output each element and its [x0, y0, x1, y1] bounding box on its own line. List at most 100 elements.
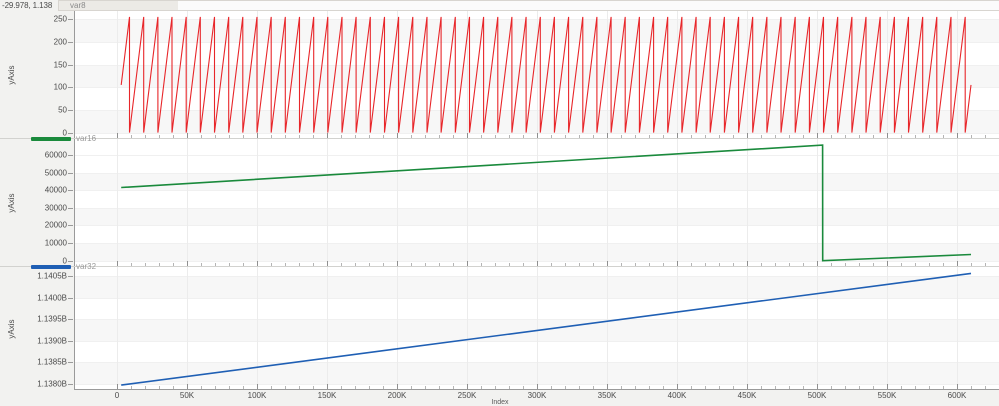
x-tick-mark	[159, 386, 160, 390]
x-tick-mark	[887, 384, 888, 390]
chart-panel-var32[interactable]: var32 yAxis 1.1380B 1.1385B 1.1390B 1.1395B…	[0, 262, 999, 406]
x-tick-mark	[607, 384, 608, 390]
plot-area-var8[interactable]	[75, 11, 999, 139]
x-tick-mark	[971, 263, 972, 267]
y-tick-mark	[68, 243, 73, 244]
y-tick-mark	[68, 208, 73, 209]
x-tick-mark	[327, 133, 328, 139]
x-tick-mark	[607, 261, 608, 267]
y-axis-title-var8: yAxis	[7, 65, 17, 85]
v-gridline	[677, 11, 678, 139]
coordinate-field[interactable]	[58, 0, 178, 11]
chart-panel-var16[interactable]: var16 yAxis 0 10000 20000 30000 40000 50000 60…	[0, 134, 999, 267]
x-tick-mark	[495, 386, 496, 390]
x-tick-mark	[187, 133, 188, 139]
x-tick-mark	[397, 133, 398, 139]
x-tick-mark	[537, 133, 538, 139]
x-tick-mark	[649, 135, 650, 139]
x-tick-mark	[117, 261, 118, 267]
x-tick-mark	[831, 386, 832, 390]
y-tick-mark	[68, 87, 73, 88]
x-tick-mark	[173, 386, 174, 390]
x-tick-mark	[621, 263, 622, 267]
x-tick-mark	[131, 386, 132, 390]
x-tick-mark	[579, 135, 580, 139]
y-tick-mark	[68, 319, 73, 320]
y-tick-label: 150	[53, 60, 67, 70]
x-tick-mark	[593, 263, 594, 267]
x-tick-mark	[285, 386, 286, 390]
x-tick-mark	[355, 263, 356, 267]
top-status-bar: -29.978, 1.138 var8	[0, 0, 999, 12]
x-tick-mark	[159, 135, 160, 139]
series-line-var16	[75, 139, 999, 267]
x-tick-mark	[789, 386, 790, 390]
x-tick-mark	[915, 386, 916, 390]
x-tick-mark	[705, 263, 706, 267]
x-tick-mark	[845, 135, 846, 139]
y-tick-mark	[68, 298, 73, 299]
y-tick-mark	[68, 384, 73, 385]
plot-area-var32[interactable]	[75, 267, 999, 390]
v-gridline	[397, 139, 398, 267]
x-tick-mark	[943, 386, 944, 390]
legend-var16: var16	[31, 134, 96, 143]
y-tick-mark	[68, 110, 73, 111]
v-gridline	[117, 139, 118, 267]
x-tick-mark	[551, 135, 552, 139]
x-tick-mark	[649, 263, 650, 267]
cursor-coordinate-readout: -29.978, 1.138	[2, 1, 53, 10]
x-tick-mark	[663, 386, 664, 390]
x-tick-mark	[285, 135, 286, 139]
series-path-var16	[121, 145, 971, 261]
x-tick-mark	[831, 263, 832, 267]
x-tick-mark	[481, 263, 482, 267]
x-axis-title: Index	[491, 399, 509, 406]
x-tick-mark	[355, 386, 356, 390]
x-tick-mark	[355, 135, 356, 139]
x-tick-mark	[257, 133, 258, 139]
x-tick-mark	[341, 263, 342, 267]
x-tick-mark	[411, 386, 412, 390]
x-tick-mark	[215, 386, 216, 390]
x-tick-mark	[145, 135, 146, 139]
x-tick-mark	[593, 386, 594, 390]
v-gridline	[887, 139, 888, 267]
x-tick-mark	[957, 384, 958, 390]
y-tick-mark	[68, 190, 73, 191]
x-tick-mark	[845, 263, 846, 267]
x-tick-mark	[285, 263, 286, 267]
x-tick-mark	[691, 386, 692, 390]
y-tick-label: 100	[53, 82, 67, 92]
y-tick-label: 250	[53, 14, 67, 24]
x-tick-mark	[201, 135, 202, 139]
x-tick-mark	[985, 386, 986, 390]
x-tick-mark	[271, 386, 272, 390]
x-tick-mark	[859, 135, 860, 139]
x-tick-label: 600K	[947, 391, 967, 400]
x-tick-mark	[579, 386, 580, 390]
y-tick-label: 1.1400B	[37, 293, 67, 303]
x-tick-mark	[775, 263, 776, 267]
x-tick-mark	[789, 263, 790, 267]
x-tick-mark	[733, 263, 734, 267]
v-gridline	[887, 267, 888, 390]
y-tick-mark	[68, 362, 73, 363]
x-tick-mark	[887, 133, 888, 139]
y-tick-mark	[68, 155, 73, 156]
x-tick-mark	[327, 261, 328, 267]
legend-swatch-var16	[31, 136, 71, 141]
x-tick-mark	[131, 135, 132, 139]
y-tick-label: 200	[53, 37, 67, 47]
x-tick-mark	[425, 135, 426, 139]
chart-panel-var8[interactable]: yAxis 0 50 100 150 200 250	[0, 11, 999, 139]
x-tick-mark	[957, 133, 958, 139]
v-gridline	[817, 11, 818, 139]
x-tick-mark	[257, 261, 258, 267]
y-tick-mark	[68, 19, 73, 20]
x-tick-mark	[299, 386, 300, 390]
x-tick-mark	[481, 135, 482, 139]
plot-area-var16[interactable]	[75, 139, 999, 267]
v-gridline	[607, 11, 608, 139]
x-tick-mark	[327, 384, 328, 390]
